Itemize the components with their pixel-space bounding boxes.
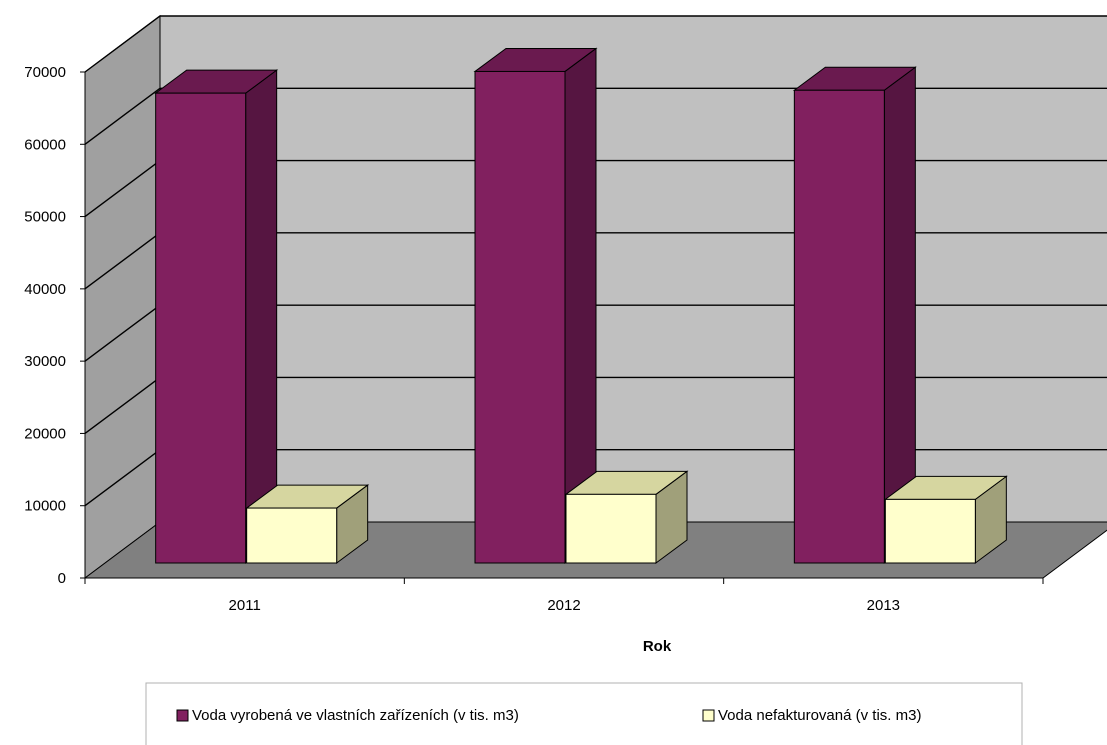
bar-2011-vyrobena xyxy=(154,69,279,564)
x-tick-label-2012: 2012 xyxy=(547,597,580,614)
x-tick-label-2013: 2013 xyxy=(867,597,900,614)
y-tick-label-2: 20000 xyxy=(24,425,66,442)
y-tick-label-7: 70000 xyxy=(24,64,66,81)
bar-front xyxy=(474,70,566,564)
bar-2012-vyrobena xyxy=(473,47,598,564)
bar-2013-nefakturovana xyxy=(883,475,1008,564)
y-tick-label-5: 50000 xyxy=(24,209,66,226)
bar-2011-nefakturovana xyxy=(245,484,370,564)
legend-swatch-series-2 xyxy=(702,709,715,722)
bars xyxy=(154,47,1008,564)
tick-labels: 0 10000 20000 30000 40000 50000 60000 70000 2011… xyxy=(24,64,900,614)
y-tick-label-6: 60000 xyxy=(24,136,66,153)
y-tick-label-3: 30000 xyxy=(24,353,66,370)
bar-front xyxy=(884,498,976,564)
legend: Voda vyrobená ve vlastních zařízeních (v… xyxy=(145,682,1023,745)
y-tick-label-1: 10000 xyxy=(24,498,66,515)
bar-2013-vyrobena xyxy=(792,66,917,564)
x-axis-title: Rok xyxy=(643,638,672,655)
bar-front xyxy=(565,493,657,564)
legend-box xyxy=(145,682,1023,745)
back-wall xyxy=(159,15,1107,523)
y-tick-label-4: 40000 xyxy=(24,281,66,298)
side-wall xyxy=(84,15,161,579)
x-tick-label-2011: 2011 xyxy=(229,597,261,614)
gridline-7 xyxy=(84,15,1107,73)
axes xyxy=(80,71,1044,584)
bar-front xyxy=(793,89,885,564)
legend-label-series-2: Voda nefakturovaná (v tis. m3) xyxy=(718,707,921,724)
y-tick-label-0: 0 xyxy=(58,570,66,587)
bar-front xyxy=(155,92,247,564)
legend-label-series-1: Voda vyrobená ve vlastních zařízeních (v… xyxy=(192,707,519,724)
bar-front xyxy=(246,507,338,564)
legend-swatch-series-1 xyxy=(176,709,189,722)
bar-2012-nefakturovana xyxy=(564,470,689,564)
